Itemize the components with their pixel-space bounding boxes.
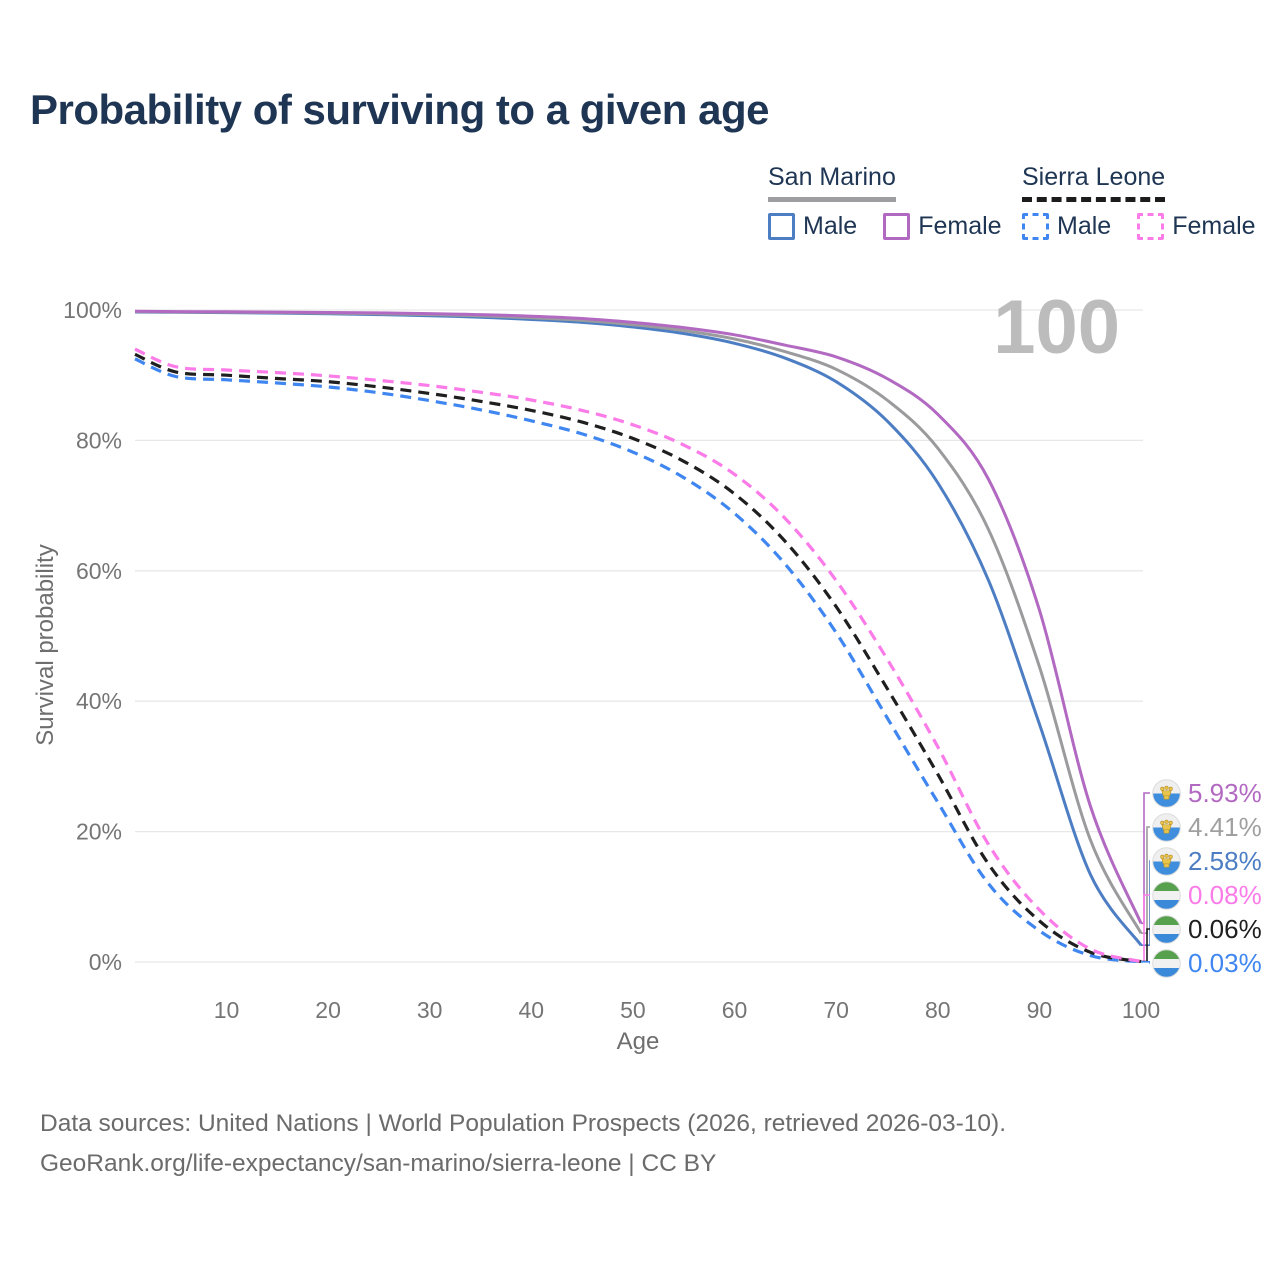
end-label-row-san-marino-5-93-: 5.93% [1150, 776, 1262, 810]
end-label-row-sierra-leone-0-06-: 0.06% [1150, 912, 1262, 946]
legend-label: Female [1172, 212, 1256, 240]
series-sierra-leone-male[interactable] [134, 357, 1142, 964]
footer: Data sources: United Nations | World Pop… [40, 1104, 1006, 1184]
x-tick-40: 40 [519, 997, 545, 1023]
legend-country-sierra-leone[interactable]: Sierra Leone [1022, 163, 1166, 202]
x-tick-70: 70 [823, 997, 849, 1023]
end-label-row-san-marino-4-41-: 4.41% [1150, 810, 1262, 844]
footer-sources: Data sources: United Nations | World Pop… [40, 1110, 1007, 1137]
x-tick-30: 30 [417, 997, 443, 1023]
end-label-value: 2.58% [1188, 845, 1262, 876]
y-tick-80%: 80% [76, 427, 122, 453]
legend-swatch-san-marino-female [883, 213, 911, 240]
sierra-leone-flag-icon [1152, 914, 1181, 944]
end-label-row-san-marino-2-58-: 2.58% [1150, 844, 1262, 878]
san-marino-flag-icon [1152, 778, 1181, 808]
legend-country-san-marino[interactable]: San Marino [768, 163, 896, 202]
y-tick-0%: 0% [89, 949, 122, 975]
x-tick-10: 10 [214, 997, 240, 1023]
x-axis-title: Age [616, 1028, 660, 1055]
footer-attribution: GeoRank.org/life-expectancy/san-marino/s… [40, 1150, 717, 1177]
legend-group-san-marino: San Marino Male Female [768, 163, 1002, 241]
legend-group-sierra-leone: Sierra Leone Male Female [1022, 163, 1256, 241]
legend-label: Female [918, 212, 1002, 240]
x-tick-50: 50 [620, 997, 646, 1023]
y-tick-40%: 40% [76, 688, 122, 714]
series-sierra-leone-both-sexes[interactable] [134, 352, 1142, 964]
legend-item-san-marino-female[interactable]: Female [883, 212, 1002, 241]
legend-label: Male [1057, 212, 1112, 240]
end-label-row-sierra-leone-0-03-: 0.03% [1150, 946, 1262, 980]
x-tick-60: 60 [722, 997, 748, 1023]
sierra-leone-flag-icon [1152, 880, 1181, 910]
page-title: Probability of surviving to a given age [30, 86, 769, 133]
y-tick-60%: 60% [76, 558, 122, 584]
sierra-leone-flag-icon [1152, 948, 1181, 978]
end-label-value: 5.93% [1188, 777, 1262, 808]
legend-swatch-sierra-leone-female [1137, 213, 1165, 240]
x-tick-100: 100 [1122, 997, 1160, 1023]
end-label-value: 0.06% [1188, 913, 1262, 944]
end-connector-san-marino-female [1141, 792, 1152, 925]
legend-label: Male [803, 212, 858, 240]
end-label-value: 0.03% [1188, 947, 1262, 978]
end-label-value: 4.41% [1188, 811, 1262, 842]
y-axis-title: Survival probability [32, 544, 59, 746]
legend-swatch-sierra-leone-male [1022, 213, 1049, 240]
san-marino-flag-icon [1152, 812, 1181, 842]
legend-item-san-marino-male[interactable]: Male [768, 212, 857, 241]
legend-item-sierra-leone-female[interactable]: Female [1137, 212, 1256, 241]
series-sierra-leone-female[interactable] [134, 347, 1142, 964]
x-tick-80: 80 [925, 997, 951, 1023]
hover-age-watermark: 100 [993, 285, 1120, 370]
y-tick-20%: 20% [76, 819, 122, 845]
series-san-marino-female[interactable] [134, 309, 1143, 924]
legend-swatch-san-marino-male [768, 213, 795, 240]
end-label-row-sierra-leone-0-08-: 0.08% [1150, 878, 1262, 912]
legend-item-sierra-leone-male[interactable]: Male [1022, 212, 1111, 241]
san-marino-flag-icon [1152, 846, 1181, 876]
x-tick-20: 20 [315, 997, 341, 1023]
y-tick-100%: 100% [63, 297, 122, 323]
end-label-value: 0.08% [1188, 879, 1262, 910]
x-tick-90: 90 [1027, 997, 1053, 1023]
series-san-marino-male[interactable] [134, 310, 1143, 947]
series-san-marino-both-sexes[interactable] [134, 310, 1143, 934]
